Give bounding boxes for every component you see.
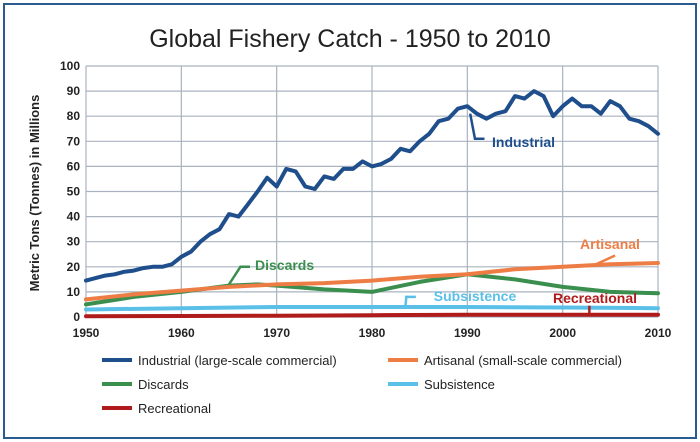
chart-title: Global Fishery Catch - 1950 to 2010	[149, 25, 551, 53]
series-label-recreational: Recreational	[553, 290, 637, 306]
series-line-subsistence	[84, 305, 660, 312]
series-label-subsistence: Subsistence	[434, 288, 517, 304]
series-label-artisanal: Artisanal	[580, 236, 640, 252]
legend-entry: Discards	[138, 377, 189, 392]
y-tick-label: 80	[67, 109, 81, 123]
label-leader-line	[468, 113, 485, 141]
series-label-industrial: Industrial	[492, 134, 555, 150]
x-tick-label: 1990	[454, 326, 481, 340]
y-tick-label: 50	[67, 185, 81, 199]
series-line-artisanal	[84, 261, 660, 302]
x-tick-label: 2000	[549, 326, 576, 340]
x-tick-label: 1950	[73, 326, 100, 340]
y-tick-label: 40	[67, 210, 81, 224]
y-tick-label: 30	[67, 235, 81, 249]
y-tick-label: 10	[67, 285, 81, 299]
y-axis-label: Metric Tons (Tonnes) in Millions	[27, 95, 42, 292]
legend-entry: Industrial (large-scale commercial)	[138, 353, 337, 368]
label-leader-line	[595, 254, 616, 266]
label-leader-line	[227, 265, 250, 286]
y-tick-label: 100	[60, 59, 80, 73]
y-tick-label: 0	[73, 310, 80, 324]
y-tick-label: 90	[67, 84, 81, 98]
x-tick-label: 1980	[359, 326, 386, 340]
chart: Global Fishery Catch - 1950 to 2010 Metr…	[27, 25, 672, 416]
x-tick-label: 1960	[168, 326, 195, 340]
x-tick-label: 2010	[645, 326, 672, 340]
label-leader-line	[404, 295, 416, 308]
chart-frame: Global Fishery Catch - 1950 to 2010 Metr…	[3, 3, 697, 439]
series-label-discards: Discards	[255, 257, 314, 273]
x-tick-label: 1970	[263, 326, 290, 340]
series-line-recreational	[84, 312, 660, 319]
legend-entry: Subsistence	[424, 377, 495, 392]
y-tick-label: 20	[67, 260, 81, 274]
series-line-industrial	[84, 89, 660, 283]
y-tick-label: 70	[67, 134, 81, 148]
legend-entry: Recreational	[138, 401, 211, 416]
legend-entry: Artisanal (small-scale commercial)	[424, 353, 622, 368]
y-tick-label: 60	[67, 159, 81, 173]
